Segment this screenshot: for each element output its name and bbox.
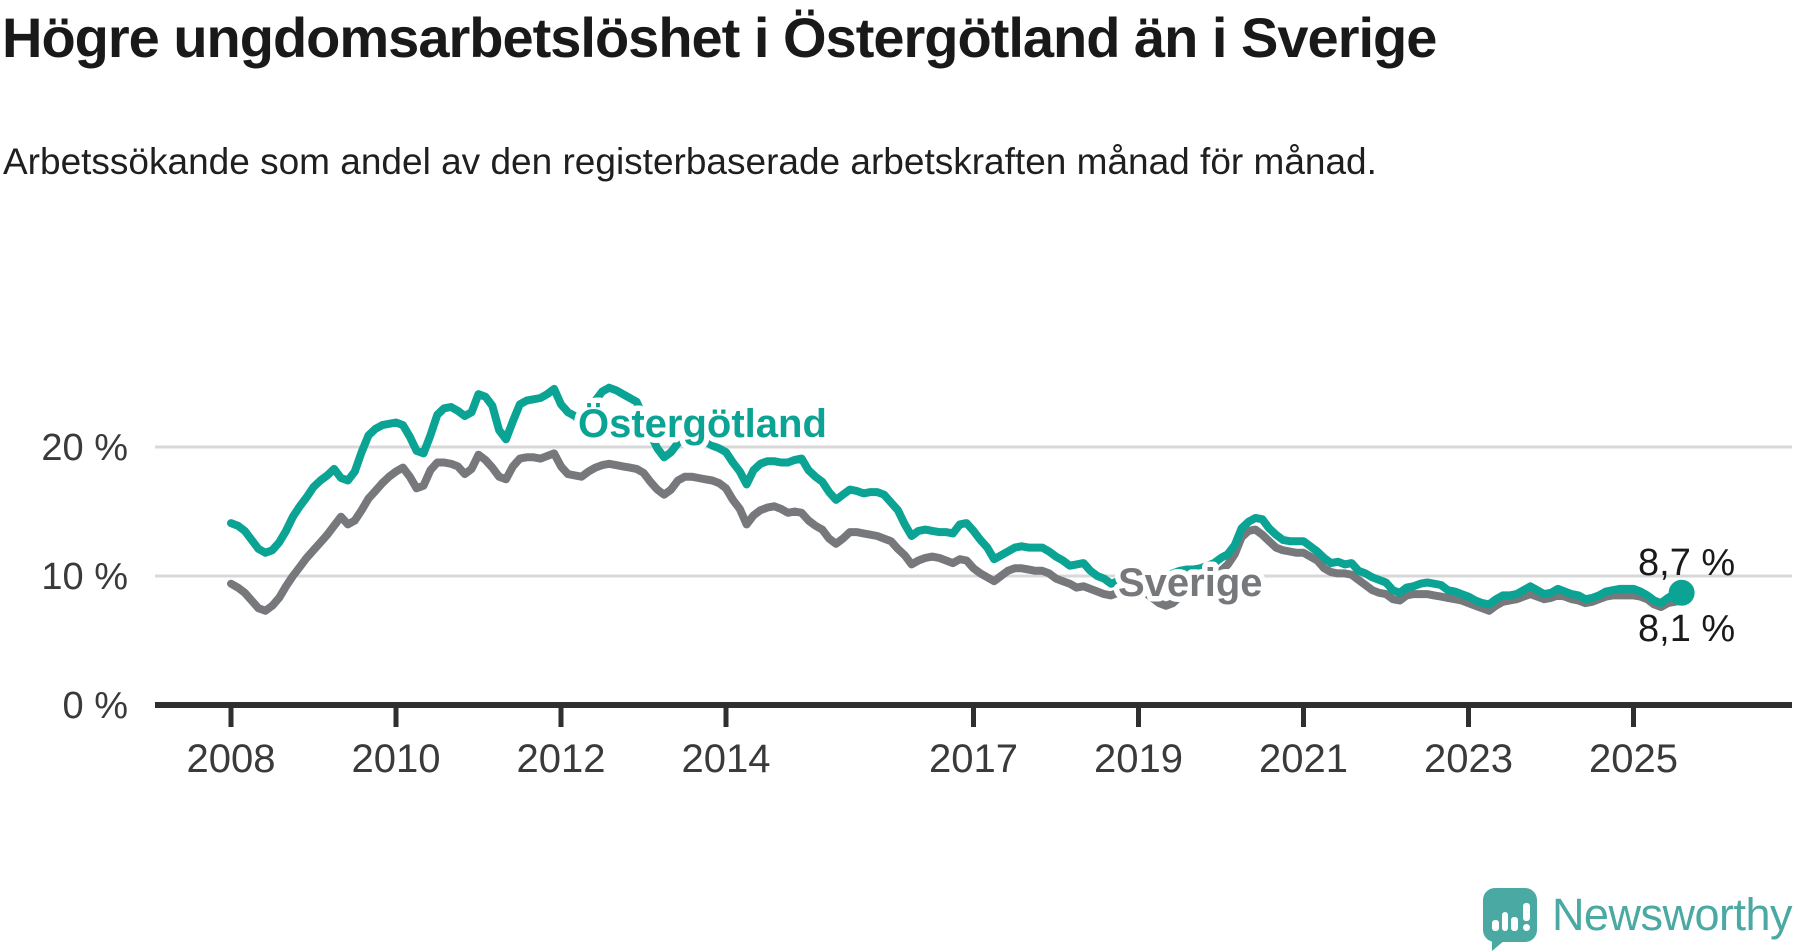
- x-tick-label: 2010: [352, 737, 441, 781]
- chart-title: Högre ungdomsarbetslöshet i Östergötland…: [2, 6, 1437, 69]
- x-axis: [155, 702, 1792, 727]
- y-tick-label: 10 %: [41, 556, 128, 598]
- newsworthy-logo-icon: [1482, 888, 1537, 951]
- newsworthy-logo: Newsworthy: [1482, 888, 1793, 951]
- y-tick-label: 0 %: [63, 685, 128, 727]
- series-label-ostergotland: Östergötland: [578, 401, 827, 446]
- end-label-sverige: 8,1 %: [1638, 608, 1735, 650]
- x-tick-label: 2008: [187, 737, 276, 781]
- x-tick-label: 2017: [929, 737, 1018, 781]
- chart-subtitle: Arbetssökande som andel av den registerb…: [3, 141, 1377, 182]
- series-labels: Östergötland Sverige: [573, 396, 1269, 611]
- logo-bar-icon: [1491, 920, 1499, 931]
- end-label-ostergotland: 8,7 %: [1638, 542, 1735, 584]
- end-annotations: 8,7 % 8,1 %: [1638, 542, 1735, 650]
- x-tick-label: 2025: [1589, 737, 1678, 781]
- newsworthy-logo-text: Newsworthy: [1551, 889, 1793, 940]
- latest-value-dot: [1668, 579, 1695, 606]
- x-tick-label: 2014: [682, 737, 771, 781]
- x-tick-label: 2012: [517, 737, 606, 781]
- x-tick-label: 2021: [1259, 737, 1348, 781]
- x-tick-label: 2019: [1094, 737, 1183, 781]
- series-line-ostergotland: [227, 383, 1686, 609]
- series-line-sverige: [227, 449, 1686, 615]
- y-axis-labels: 0 % 10 % 20 %: [41, 427, 128, 727]
- series-lines: [227, 383, 1686, 615]
- logo-bar-icon: [1501, 912, 1509, 931]
- logo-bar-icon: [1511, 917, 1518, 931]
- y-tick-label: 20 %: [41, 427, 128, 469]
- x-tick-label: 2023: [1424, 737, 1513, 781]
- x-axis-labels: 2008 2010 2012 2014 2017 2019 2021 2023 2025: [187, 737, 1678, 781]
- series-label-sverige: Sverige: [1118, 561, 1263, 605]
- logo-exclamation-icon: [1522, 903, 1530, 931]
